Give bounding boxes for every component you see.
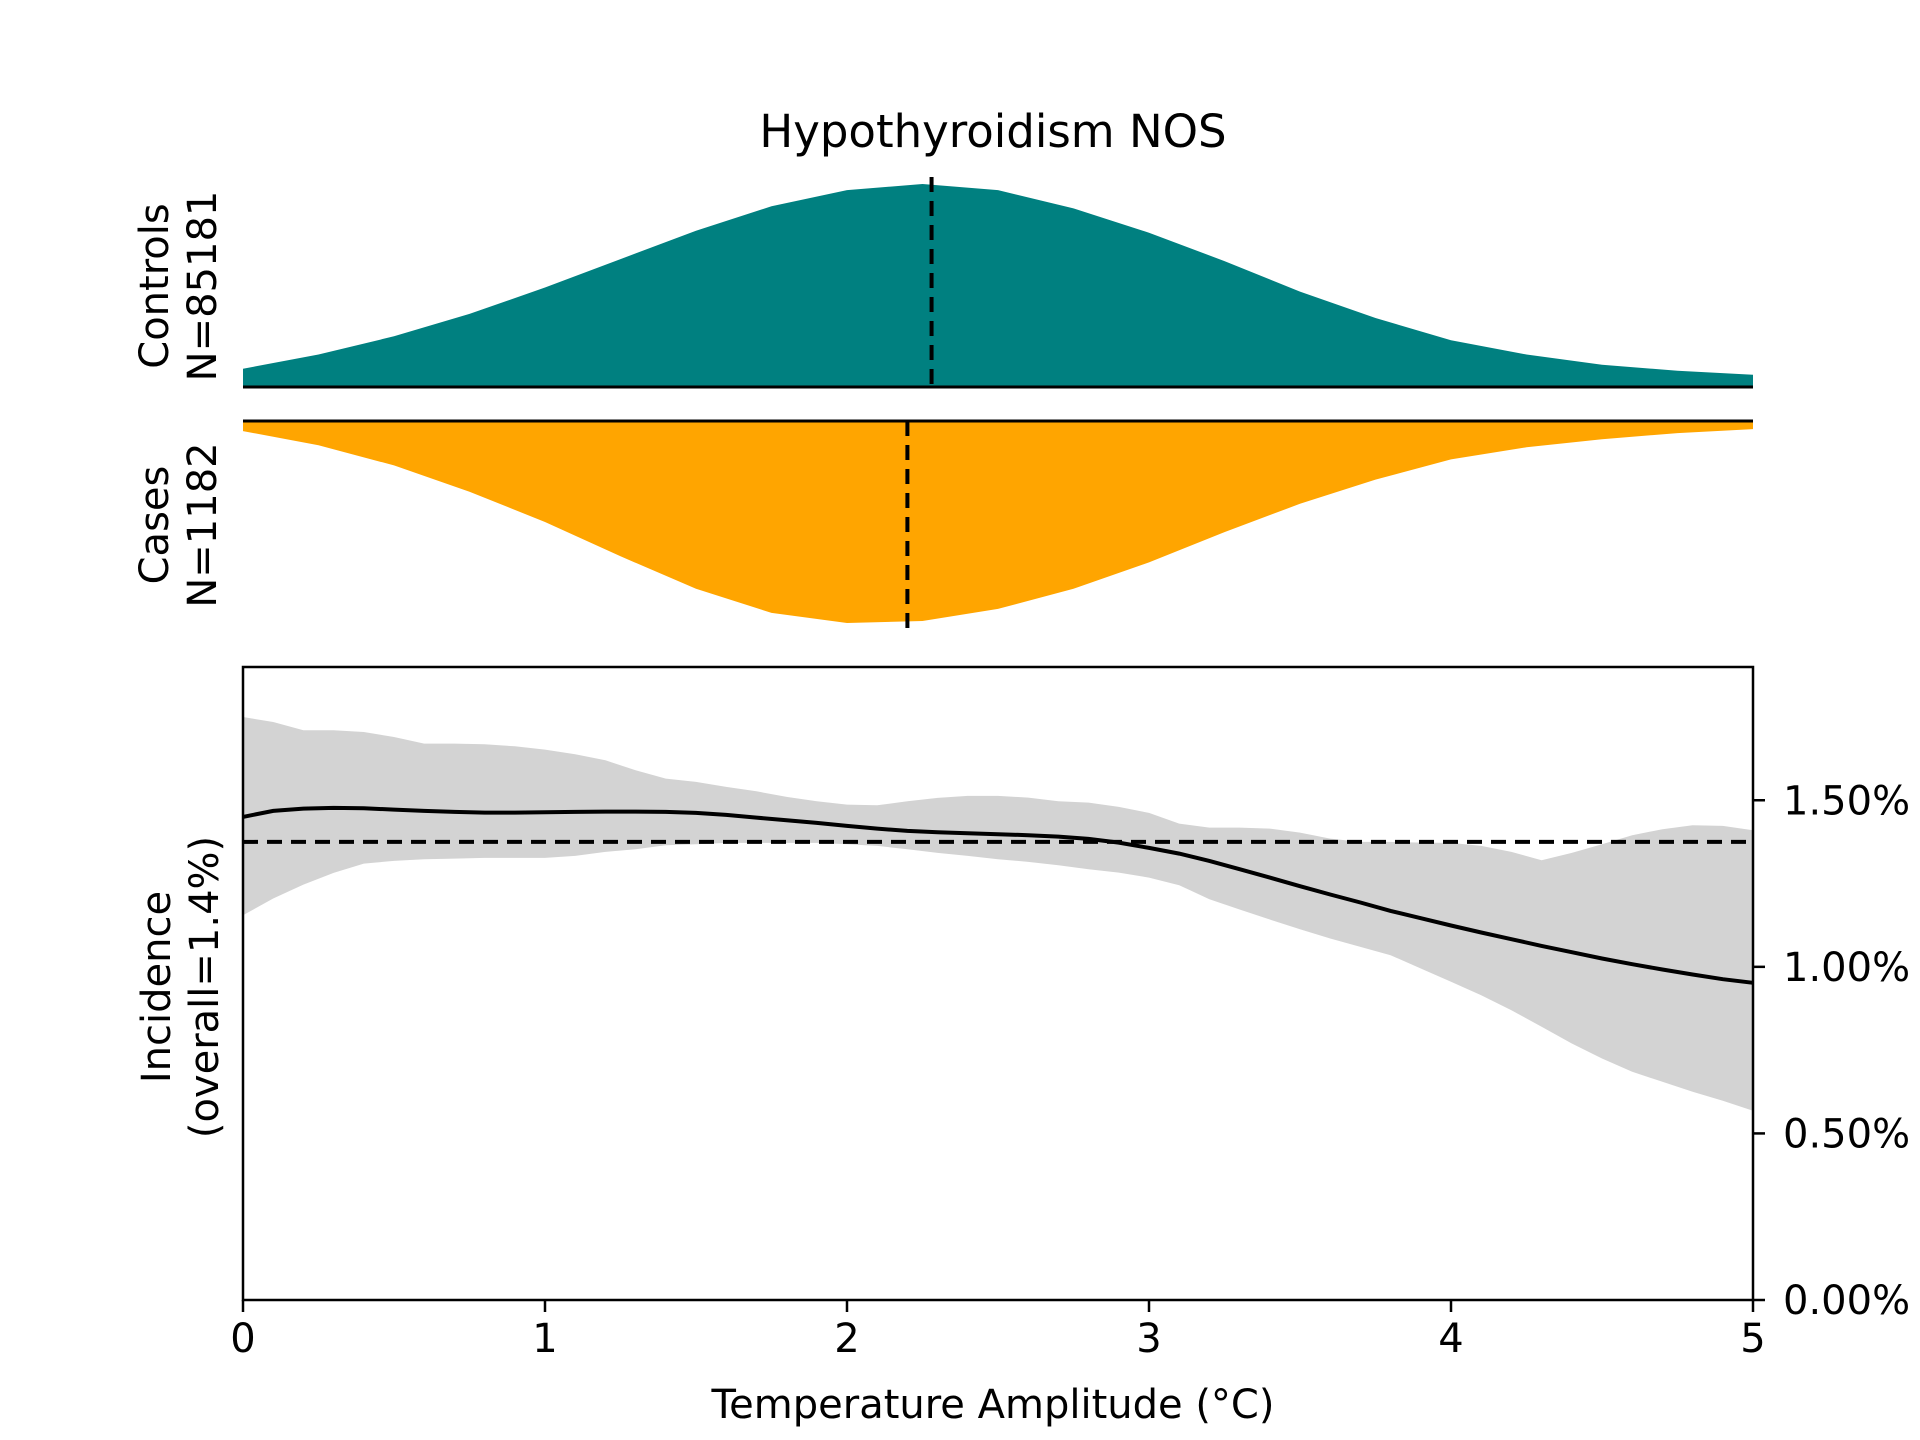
y-tick-label: 1.50%	[1783, 778, 1910, 824]
cases-count-label: N=1182	[180, 442, 226, 607]
cases-label: Cases	[132, 466, 178, 585]
y-tick-label: 0.00%	[1783, 1278, 1910, 1324]
y-axis-ticks: 0.00% 0.50% 1.00% 1.50%	[1753, 778, 1910, 1324]
confidence-band	[243, 717, 1753, 1111]
cases-panel: Cases N=1182	[132, 419, 1753, 632]
y-axis-label: Incidence	[134, 891, 180, 1083]
incidence-plot-frame	[241, 665, 1755, 1302]
controls-density-area	[243, 184, 1753, 387]
y-tick-label: 0.50%	[1783, 1111, 1910, 1157]
x-axis-label: Temperature Amplitude (°C)	[711, 1382, 1275, 1428]
cases-density-area	[243, 421, 1753, 623]
x-tick-label: 3	[1136, 1316, 1161, 1362]
x-tick-label: 0	[230, 1316, 255, 1362]
controls-label: Controls	[132, 203, 178, 368]
x-tick-label: 1	[532, 1316, 557, 1362]
y-tick-label: 1.00%	[1783, 945, 1910, 991]
x-tick-label: 5	[1740, 1316, 1765, 1362]
y-axis-sublabel: (overall=1.4%)	[182, 836, 228, 1138]
x-axis-ticks: 0 1 2 3 4 5	[230, 1300, 1766, 1362]
controls-count-label: N=85181	[180, 191, 226, 382]
x-tick-label: 4	[1438, 1316, 1463, 1362]
incidence-panel: 0 1 2 3 4 5 0.00% 0.50% 1.00% 1.50% Temperature …	[134, 665, 1910, 1428]
x-tick-label: 2	[834, 1316, 859, 1362]
incidence-estimate-line	[242, 805, 1754, 985]
chart-title: Hypothyroidism NOS	[759, 105, 1226, 158]
controls-panel: Controls N=85181	[132, 177, 1753, 389]
